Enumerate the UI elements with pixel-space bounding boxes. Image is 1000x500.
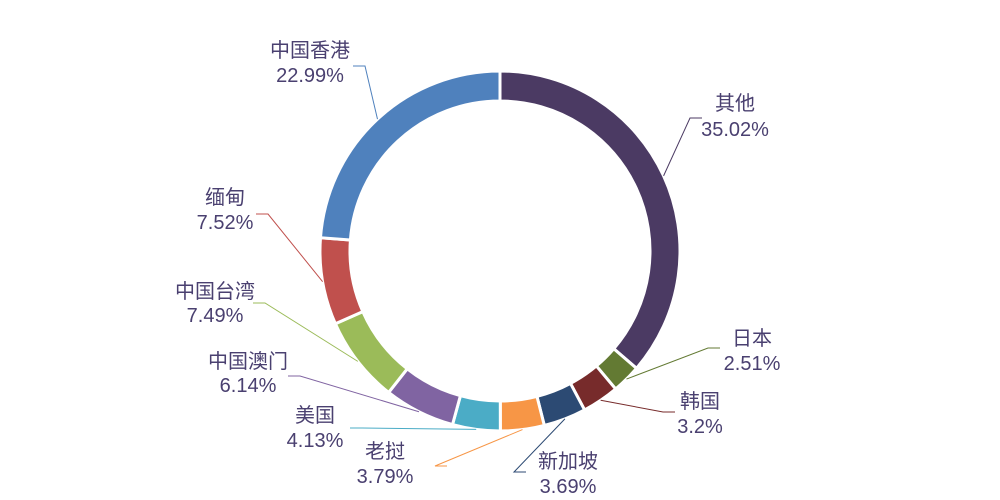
slice-label-4: 老挝 [365,440,405,463]
slice-label-1: 日本 [732,327,772,350]
slice-value-5: 4.13% [287,430,344,452]
slice-value-8: 7.52% [197,212,254,234]
slice-8 [318,236,365,326]
leader-line-5 [350,427,477,430]
leader-line-9 [353,65,378,120]
labels-group: 其他 35.02% 日本 2.51%韩国 3.2% 新加坡 3.69% 老挝 3.79% 美国 4.… [175,39,781,498]
leader-line-1 [626,347,720,380]
slice-label-8: 缅甸 [205,186,245,209]
slice-value-9: 22.99% [276,65,344,87]
slices-group [318,69,682,433]
slice-label-5: 美国 [295,404,335,427]
slice-value-2: 3.2% [677,416,723,438]
leader-line-3 [512,418,566,473]
slice-value-7: 7.49% [187,305,244,327]
slice-value-1: 2.51% [724,353,781,375]
slice-label-2: 韩国 [680,390,720,413]
slice-label-6: 中国澳门 [208,350,288,373]
leader-line-6 [288,375,420,413]
slice-0 [498,69,682,371]
slice-label-0: 其他 [715,92,755,115]
slice-label-3: 新加坡 [538,450,598,473]
slice-7 [333,309,410,395]
slice-value-4: 3.79% [357,466,414,488]
slice-value-0: 35.02% [701,119,769,141]
slice-value-3: 3.69% [540,476,597,498]
leader-lines-group [253,65,720,473]
leader-line-4 [434,429,523,467]
leader-line-0 [663,117,702,177]
slice-9 [318,69,502,242]
slice-value-6: 6.14% [220,375,277,397]
slice-4 [498,394,547,433]
slice-label-9: 中国香港 [270,39,350,62]
leader-line-8 [256,213,324,282]
slice-label-7: 中国台湾 [175,280,255,303]
leader-line-2 [600,399,675,413]
leader-line-7 [253,302,359,362]
